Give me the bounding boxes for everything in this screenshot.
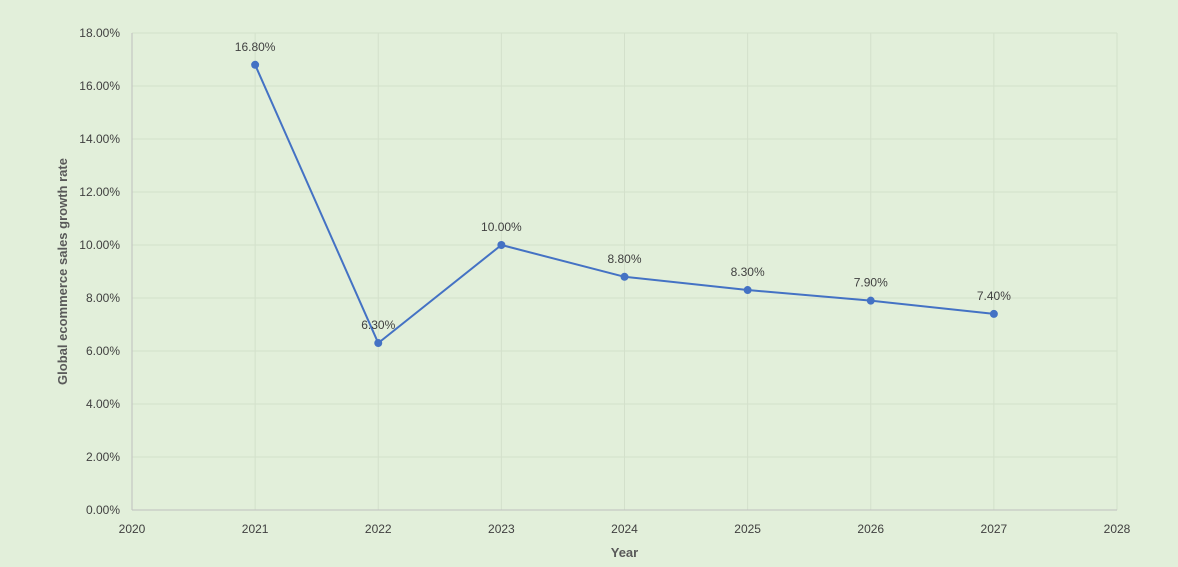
x-tick-label: 2027 bbox=[981, 522, 1008, 536]
x-tick-label: 2021 bbox=[242, 522, 269, 536]
data-label: 10.00% bbox=[481, 220, 522, 234]
data-points bbox=[251, 60, 998, 348]
x-tick-label: 2028 bbox=[1104, 522, 1131, 536]
data-label: 6.30% bbox=[361, 318, 395, 332]
x-axis-title: Year bbox=[611, 545, 638, 560]
y-tick-label: 6.00% bbox=[86, 344, 120, 358]
data-label: 8.80% bbox=[607, 252, 641, 266]
y-axis-title: Global ecommerce sales growth rate bbox=[55, 158, 70, 385]
data-label: 7.40% bbox=[977, 289, 1011, 303]
y-tick-label: 16.00% bbox=[79, 79, 120, 93]
y-tick-label: 2.00% bbox=[86, 450, 120, 464]
y-tick-label: 0.00% bbox=[86, 503, 120, 517]
data-point bbox=[989, 309, 998, 318]
data-point bbox=[497, 241, 506, 249]
y-tick-label: 12.00% bbox=[79, 185, 120, 199]
data-labels: 16.80% 6.30% 10.00% 8.80% 8.30% 7.90% 7.40% bbox=[235, 40, 1011, 332]
x-tick-label: 2026 bbox=[857, 522, 884, 536]
gridlines bbox=[132, 32, 1118, 510]
x-tick-label: 2020 bbox=[119, 522, 146, 536]
tick-labels: 0.00% 2.00% 4.00% 6.00% 8.00% 10.00% 12.00% 14.… bbox=[79, 26, 1130, 536]
y-tick-label: 8.00% bbox=[86, 291, 120, 305]
data-label: 16.80% bbox=[235, 40, 276, 54]
axes bbox=[131, 33, 1117, 511]
y-tick-label: 10.00% bbox=[79, 238, 120, 252]
y-tick-label: 14.00% bbox=[79, 132, 120, 146]
x-tick-label: 2024 bbox=[611, 522, 638, 536]
x-tick-label: 2022 bbox=[365, 522, 392, 536]
data-point bbox=[620, 272, 629, 281]
data-label: 8.30% bbox=[731, 265, 765, 279]
y-tick-label: 18.00% bbox=[79, 26, 120, 40]
data-point bbox=[374, 339, 383, 348]
y-tick-label: 4.00% bbox=[86, 397, 120, 411]
data-point bbox=[743, 286, 752, 295]
x-tick-label: 2025 bbox=[734, 522, 761, 536]
data-point bbox=[251, 60, 260, 69]
data-point bbox=[866, 296, 875, 305]
x-tick-label: 2023 bbox=[488, 522, 515, 536]
data-label: 7.90% bbox=[854, 276, 888, 290]
